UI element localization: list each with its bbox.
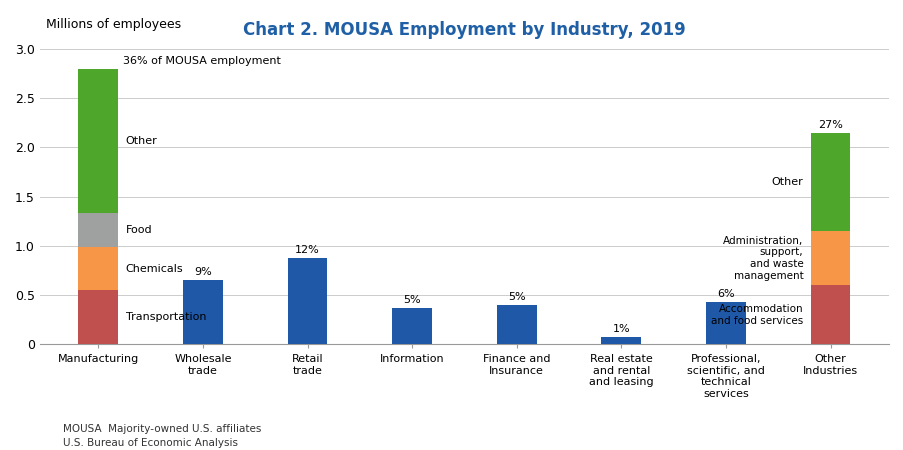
Text: Millions of employees: Millions of employees xyxy=(46,18,181,31)
Text: MOUSA  Majority-owned U.S. affiliates: MOUSA Majority-owned U.S. affiliates xyxy=(63,424,261,434)
Text: Administration,
support,
and waste
management: Administration, support, and waste manag… xyxy=(722,236,803,281)
Text: 5%: 5% xyxy=(507,292,525,302)
Text: Chemicals: Chemicals xyxy=(126,264,183,274)
Text: 5%: 5% xyxy=(403,295,421,305)
Text: Other: Other xyxy=(126,136,157,146)
Bar xyxy=(79,247,118,290)
Bar xyxy=(392,308,432,345)
Bar xyxy=(810,285,850,345)
Text: 6%: 6% xyxy=(716,289,734,299)
Title: Chart 2. MOUSA Employment by Industry, 2019: Chart 2. MOUSA Employment by Industry, 2… xyxy=(243,21,685,39)
Text: Transportation: Transportation xyxy=(126,312,206,322)
Text: Other: Other xyxy=(771,177,803,187)
Bar xyxy=(79,213,118,247)
Bar xyxy=(79,290,118,345)
Text: U.S. Bureau of Economic Analysis: U.S. Bureau of Economic Analysis xyxy=(63,437,238,447)
Text: 1%: 1% xyxy=(612,324,629,333)
Text: 12%: 12% xyxy=(295,245,320,255)
Bar xyxy=(810,231,850,285)
Text: Accommodation
and food services: Accommodation and food services xyxy=(711,304,803,326)
Text: Food: Food xyxy=(126,225,152,235)
Bar xyxy=(600,337,640,345)
Bar xyxy=(287,258,327,345)
Bar xyxy=(182,280,222,345)
Text: 36% of MOUSA employment: 36% of MOUSA employment xyxy=(124,55,281,66)
Bar xyxy=(497,305,536,345)
Text: 27%: 27% xyxy=(817,120,842,130)
Bar xyxy=(705,302,745,345)
Text: 9%: 9% xyxy=(194,267,211,278)
Bar xyxy=(810,133,850,231)
Bar xyxy=(79,68,118,213)
